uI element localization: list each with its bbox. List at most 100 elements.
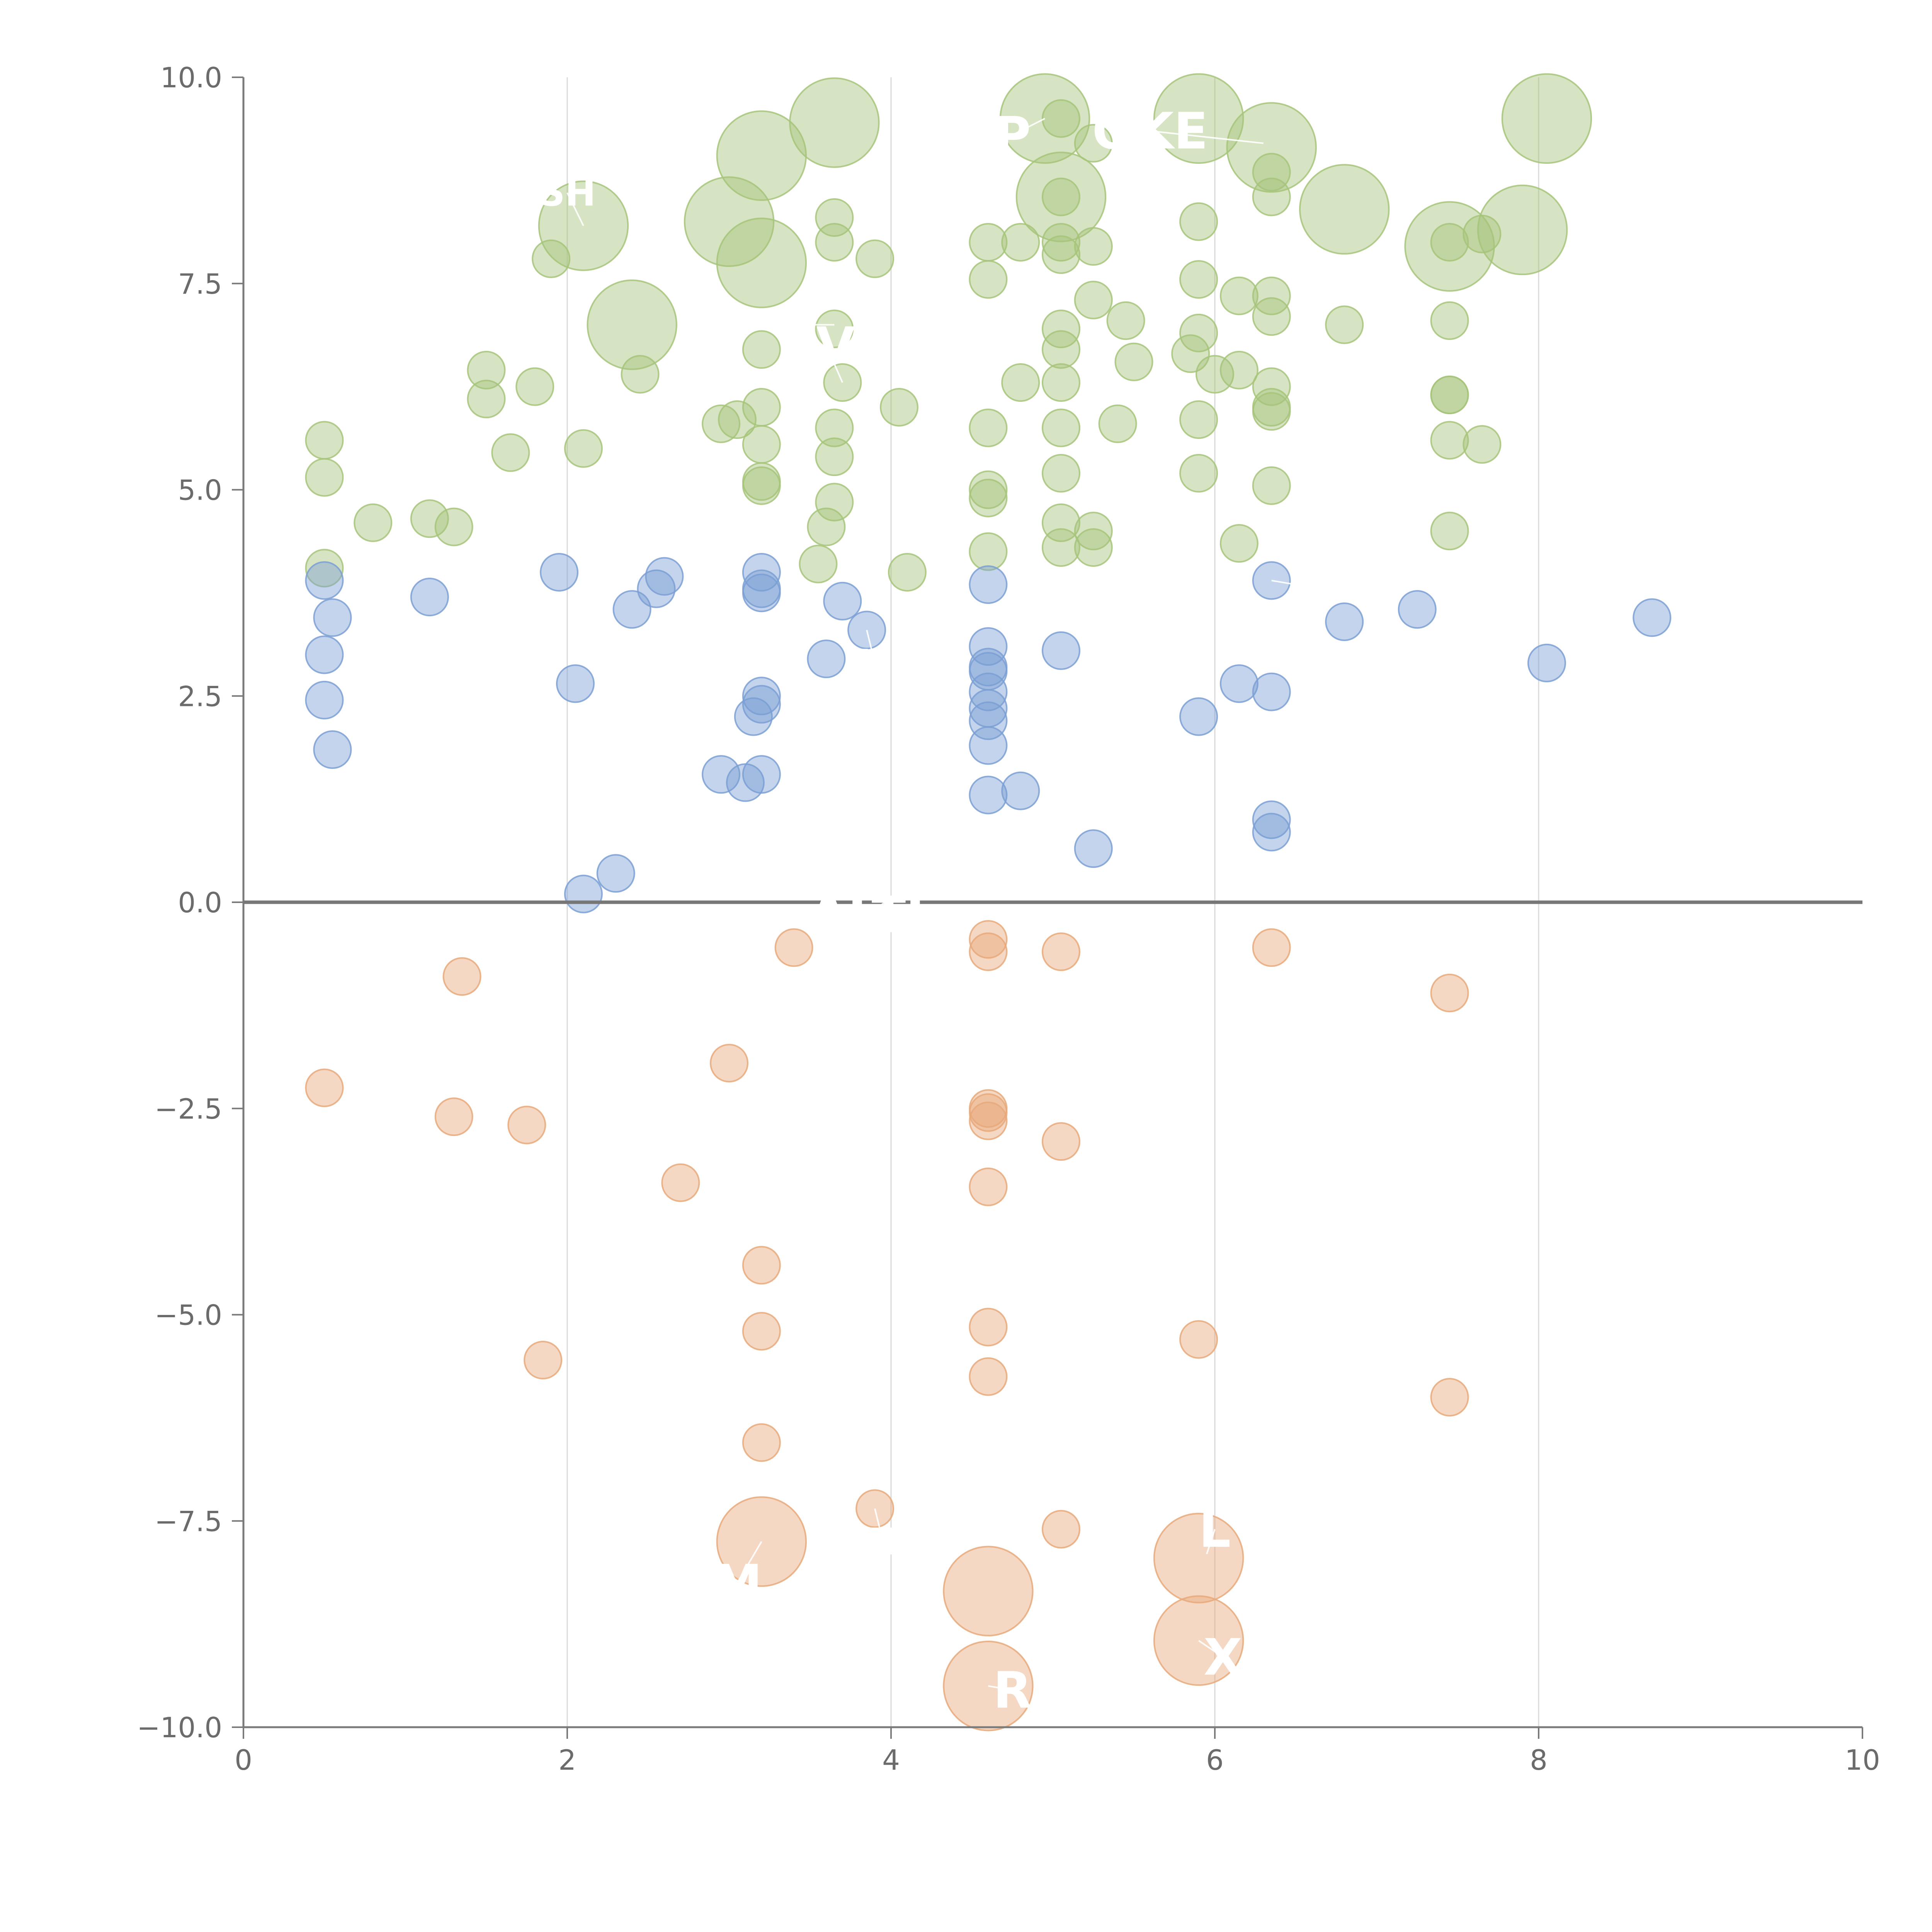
bubble-positive xyxy=(1041,223,1080,262)
annotation-leader xyxy=(1271,580,1296,585)
bubble-positive xyxy=(532,239,571,278)
x-tick-label: 2 xyxy=(558,1744,576,1776)
bubble-neutral xyxy=(1633,598,1672,637)
bubble-positive xyxy=(742,330,781,369)
bubble-annotation-label: X xyxy=(1204,1628,1242,1687)
bubble-neutral xyxy=(313,598,352,637)
bubble-positive xyxy=(1252,466,1291,505)
bubble-annotation-label: R xyxy=(993,1661,1032,1719)
bubble-annotation-label: ALTI xyxy=(809,886,925,944)
bubble-positive xyxy=(1325,305,1364,344)
y-tick-label: 10.0 xyxy=(160,61,222,94)
bubble-positive xyxy=(815,310,854,349)
bubble-positive xyxy=(716,110,807,201)
bubble-neutral xyxy=(1252,672,1291,711)
bubble-negative xyxy=(1252,928,1291,967)
bubble-positive xyxy=(1219,524,1259,563)
bubble-positive xyxy=(587,279,677,370)
bubble-negative xyxy=(969,1093,1008,1132)
bubble-positive xyxy=(1252,177,1291,216)
annotation-leader xyxy=(1012,117,1045,136)
bubble-positive xyxy=(1477,184,1568,276)
bubble-positive xyxy=(855,239,895,278)
y-tick-label: −5.0 xyxy=(155,1299,222,1332)
bubble-neutral xyxy=(645,557,684,596)
bubble-neutral xyxy=(305,561,344,600)
bubble-positive xyxy=(467,350,506,389)
bubble-neutral xyxy=(1325,602,1364,641)
bubble-annotation-label: P xyxy=(994,106,1031,165)
y-tick-label: 2.5 xyxy=(178,680,222,713)
bubble-positive xyxy=(969,532,1008,571)
annotation-leader xyxy=(866,897,892,915)
bubble-positive xyxy=(1041,363,1080,402)
bubble-positive xyxy=(969,260,1008,299)
bubble-positive xyxy=(1074,528,1113,567)
bubble-positive xyxy=(742,466,781,505)
bubble-neutral xyxy=(742,573,781,612)
y-tick-label: −10.0 xyxy=(137,1711,222,1744)
annotation-leader xyxy=(1150,130,1264,144)
bubble-positive xyxy=(1074,281,1113,320)
bubble-positive xyxy=(969,408,1008,447)
bubble-negative xyxy=(969,1167,1008,1206)
bubble-positive xyxy=(789,77,880,168)
bubble-positive xyxy=(742,425,781,464)
bubble-neutral xyxy=(1527,643,1566,682)
bubble-positive xyxy=(1041,330,1080,369)
bubble-positive xyxy=(1252,392,1291,431)
bubble-neutral xyxy=(742,553,781,592)
bubble-negative xyxy=(742,1423,781,1462)
annotation-leader xyxy=(866,629,876,663)
bubble-neutral xyxy=(540,553,579,592)
bubble-positive xyxy=(1430,421,1469,460)
bubble-positive xyxy=(1179,400,1218,439)
bubble-positive xyxy=(799,544,838,583)
annotation-leader xyxy=(1198,1640,1224,1658)
bubble-positive xyxy=(815,223,854,262)
bubble-neutral xyxy=(1179,697,1218,736)
bubble-neutral xyxy=(305,680,344,719)
bubble-negative xyxy=(969,1101,1008,1140)
x-tick-label: 0 xyxy=(235,1744,252,1776)
bubble-positive xyxy=(1404,201,1495,292)
bubble-negative xyxy=(742,1246,781,1285)
bubble-positive xyxy=(1041,235,1080,274)
bubble-positive xyxy=(1041,310,1080,349)
bubble-positive xyxy=(969,470,1008,509)
bubble-positive xyxy=(1179,454,1218,493)
bubble-neutral xyxy=(969,672,1008,711)
bubble-neutral xyxy=(823,582,862,621)
bubble-neutral xyxy=(564,874,603,913)
bubble-neutral xyxy=(637,569,676,608)
annotation-leader xyxy=(1206,1529,1216,1554)
bubble-positive xyxy=(1015,151,1107,242)
bubble-neutral xyxy=(1252,800,1291,839)
bubble-positive xyxy=(1463,214,1502,253)
bubble-positive xyxy=(1041,454,1080,493)
bubble-annotation-label: I xyxy=(801,296,819,354)
bubble-positive xyxy=(1430,375,1469,414)
bubble-annotation-label: V xyxy=(861,642,889,685)
bubble-neutral xyxy=(969,565,1008,604)
bubble-positive xyxy=(1430,301,1469,340)
bubble-positive xyxy=(1041,528,1080,567)
bubble-annotation-label: M xyxy=(712,1554,762,1612)
bubble-negative xyxy=(1041,932,1080,971)
bubble-positive xyxy=(1430,223,1469,262)
bubble-negative xyxy=(1041,1510,1080,1549)
bubble-positive xyxy=(1463,425,1502,464)
bubble-positive xyxy=(354,503,393,542)
bubble-positive xyxy=(515,367,554,406)
bubble-negative xyxy=(969,932,1008,971)
bubble-positive xyxy=(1001,223,1040,262)
bubble-positive xyxy=(491,433,530,472)
bubble-negative xyxy=(661,1163,700,1202)
bubble-positive xyxy=(1299,164,1390,255)
bubble-positive xyxy=(807,507,846,546)
x-tick-label: 4 xyxy=(882,1744,900,1776)
bubble-negative xyxy=(305,1068,344,1107)
bubble-positive xyxy=(716,218,807,308)
bubble-neutral xyxy=(1398,590,1437,629)
